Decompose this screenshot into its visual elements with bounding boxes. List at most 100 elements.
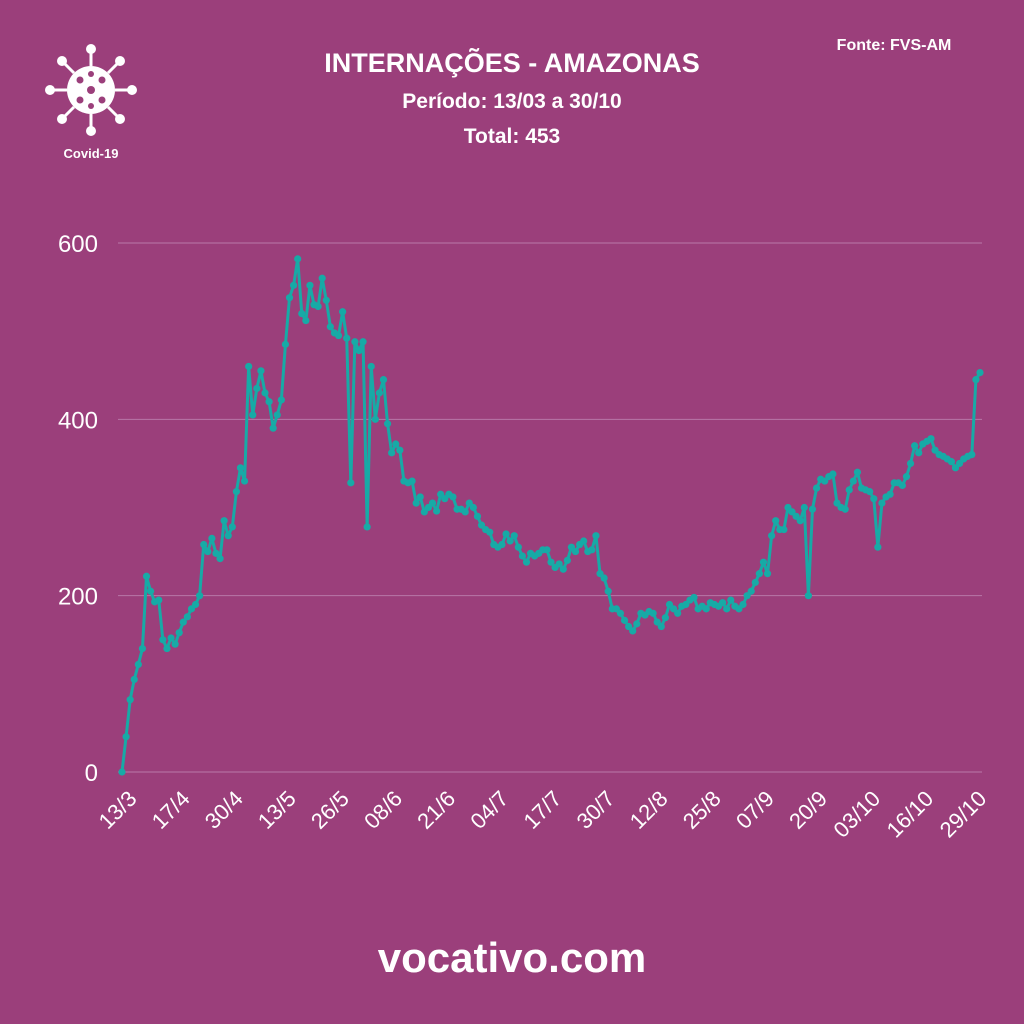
point <box>600 574 608 582</box>
point <box>388 449 396 457</box>
point <box>277 396 285 404</box>
point <box>972 376 980 384</box>
point <box>191 600 200 609</box>
logo-label: Covid-19 <box>64 146 119 161</box>
point <box>759 558 768 566</box>
point <box>428 499 437 507</box>
point <box>849 477 857 485</box>
point <box>347 479 355 487</box>
point <box>866 488 874 496</box>
point <box>870 495 878 503</box>
point <box>224 532 232 540</box>
point <box>502 530 510 538</box>
point <box>915 449 923 457</box>
point <box>559 565 567 573</box>
point <box>592 532 600 540</box>
point <box>416 493 424 501</box>
point <box>196 592 204 600</box>
point <box>314 302 322 311</box>
point <box>183 613 191 621</box>
point <box>179 618 187 626</box>
point <box>155 596 163 604</box>
point <box>339 308 347 316</box>
point <box>804 592 813 600</box>
point <box>298 309 306 318</box>
point <box>629 627 637 635</box>
point <box>469 503 477 512</box>
point <box>232 488 240 496</box>
point <box>547 558 555 566</box>
point <box>796 517 804 525</box>
point <box>302 316 310 325</box>
footer: vocativo.com <box>378 934 646 981</box>
point <box>727 596 735 604</box>
point <box>355 346 363 355</box>
point <box>878 499 886 507</box>
total-text: Total: 453 <box>464 125 560 148</box>
point <box>318 274 326 282</box>
point <box>690 593 698 602</box>
point <box>367 362 375 371</box>
point <box>522 558 531 566</box>
point <box>240 477 249 485</box>
point <box>433 507 441 515</box>
point <box>236 464 245 472</box>
point <box>212 549 220 557</box>
point <box>911 442 919 450</box>
point <box>253 384 261 393</box>
point <box>633 620 641 628</box>
point <box>968 451 976 459</box>
chart-subtitle: Período: 13/03 a 30/10 <box>402 90 621 113</box>
chart-title: INTERNAÇÕES - AMAZONAS <box>324 47 700 78</box>
point <box>902 473 911 481</box>
point <box>306 281 314 289</box>
point <box>886 490 894 498</box>
point <box>326 323 334 331</box>
point <box>898 481 906 490</box>
point <box>383 420 392 428</box>
point <box>486 528 494 536</box>
point <box>261 389 269 397</box>
point <box>134 660 142 669</box>
point <box>408 477 416 485</box>
point <box>927 435 935 443</box>
y-tick-label: 0 <box>85 760 98 787</box>
virus-icon <box>45 44 137 136</box>
point <box>449 493 457 501</box>
point <box>257 367 265 375</box>
point <box>322 296 330 304</box>
point <box>674 609 682 617</box>
point <box>829 470 837 478</box>
source: Fonte: FVS-AM <box>837 37 952 54</box>
point <box>359 338 367 346</box>
point <box>702 605 710 613</box>
point <box>163 644 171 653</box>
point <box>768 532 776 540</box>
point <box>122 733 130 741</box>
point <box>780 525 788 534</box>
point <box>874 543 882 551</box>
point <box>772 517 780 525</box>
point <box>719 599 727 607</box>
point <box>649 609 657 617</box>
point <box>379 376 388 384</box>
point <box>126 696 134 704</box>
point <box>281 340 290 348</box>
point <box>171 640 179 648</box>
point <box>265 398 273 406</box>
point <box>249 411 257 419</box>
point <box>555 560 563 568</box>
point <box>723 605 731 613</box>
point <box>808 505 817 513</box>
point <box>841 505 849 513</box>
point <box>118 768 126 776</box>
point <box>755 570 763 578</box>
point <box>461 508 469 516</box>
point <box>473 512 482 520</box>
y-tick-label: 400 <box>58 407 98 434</box>
point <box>620 616 629 624</box>
point <box>371 415 379 423</box>
point <box>294 255 302 263</box>
point <box>543 546 551 554</box>
